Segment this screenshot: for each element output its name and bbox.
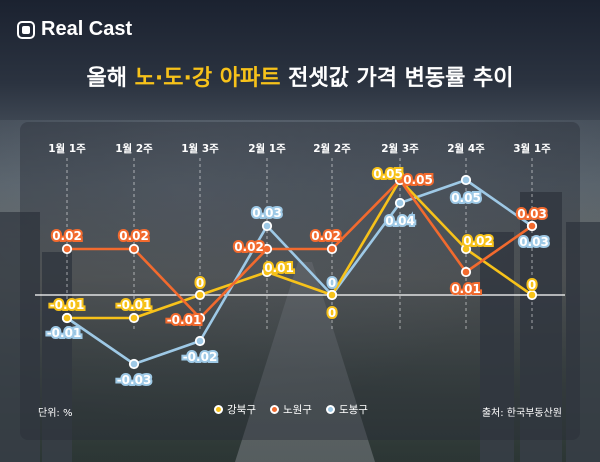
data-label: 0.03 bbox=[517, 207, 547, 221]
data-point bbox=[128, 243, 140, 255]
x-tick-label: 2월 2주 bbox=[313, 142, 351, 155]
data-label: 0 bbox=[196, 276, 204, 290]
legend-swatch bbox=[214, 405, 223, 414]
data-point bbox=[261, 220, 273, 232]
data-label: -0.03 bbox=[117, 373, 152, 387]
data-point bbox=[326, 243, 338, 255]
data-point bbox=[526, 220, 538, 232]
data-point bbox=[460, 174, 472, 186]
x-tick-label: 3월 1주 bbox=[513, 142, 551, 155]
data-label: -0.01 bbox=[47, 326, 82, 340]
series-line-노원구 bbox=[67, 178, 533, 320]
data-point bbox=[261, 266, 273, 278]
legend-item: 강북구 bbox=[214, 402, 256, 417]
background-building bbox=[0, 212, 40, 462]
data-point bbox=[194, 289, 206, 301]
data-label: 0.04 bbox=[385, 214, 415, 228]
data-point bbox=[460, 266, 472, 278]
unit-label: 단위: % bbox=[38, 408, 73, 419]
x-tick-label: 2월 1주 bbox=[248, 142, 286, 155]
x-tick-label: 2월 3주 bbox=[381, 142, 419, 155]
title-highlight: 노·도·강 아파트 bbox=[134, 66, 281, 91]
legend-swatch bbox=[325, 405, 335, 414]
data-label: 0.03 bbox=[519, 235, 549, 249]
data-label: 0.05 bbox=[373, 167, 403, 181]
data-point bbox=[394, 197, 406, 209]
background-building bbox=[566, 222, 600, 462]
data-label: -0.02 bbox=[183, 350, 218, 364]
series-line-도봉구 bbox=[66, 178, 533, 366]
background-building bbox=[520, 192, 562, 462]
data-point bbox=[394, 174, 406, 186]
data-label: 0.01 bbox=[451, 282, 481, 296]
title-suffix: 전셋값 가격 변동률 추이 bbox=[288, 66, 514, 91]
data-label: 0 bbox=[528, 278, 536, 292]
data-label: -0.01 bbox=[117, 298, 152, 312]
realcast-logo-icon bbox=[17, 20, 35, 39]
legend-item: 노원구 bbox=[269, 402, 312, 417]
data-point bbox=[61, 312, 73, 324]
data-point bbox=[194, 312, 206, 324]
legend-label: 노원구 bbox=[282, 404, 312, 416]
x-tick-label: 1월 2주 bbox=[115, 142, 153, 155]
chart-panel bbox=[20, 122, 580, 440]
data-label: 0.05 bbox=[403, 173, 433, 187]
series-line-강북구 bbox=[67, 178, 533, 320]
data-label: 0.02 bbox=[52, 229, 82, 243]
data-label: 0 bbox=[328, 276, 336, 290]
data-point bbox=[460, 243, 472, 255]
data-point bbox=[194, 335, 206, 347]
data-point bbox=[261, 243, 273, 255]
brand-logo: Real Cast bbox=[16, 18, 132, 41]
data-label: 0.02 bbox=[311, 229, 341, 243]
data-point bbox=[128, 312, 140, 324]
legend-label: 강북구 bbox=[227, 404, 256, 416]
data-label: 0 bbox=[328, 306, 336, 320]
title-prefix: 올해 bbox=[86, 66, 127, 91]
x-tick-label: 2월 4주 bbox=[447, 142, 485, 155]
brand-name: Real Cast bbox=[41, 18, 133, 40]
data-label: 0.02 bbox=[234, 240, 264, 254]
data-label: 0.02 bbox=[119, 229, 149, 243]
data-label: -0.01 bbox=[167, 313, 202, 327]
chart-legend: 강북구 노원구 도봉구 bbox=[214, 402, 368, 417]
legend-label: 도봉구 bbox=[338, 404, 368, 416]
data-label: 0.01 bbox=[264, 261, 294, 275]
data-label: 0.03 bbox=[252, 206, 282, 220]
x-tick-label: 1월 1주 bbox=[48, 142, 86, 155]
data-label: -0.01 bbox=[50, 298, 85, 312]
legend-item: 도봉구 bbox=[325, 402, 368, 417]
data-point bbox=[61, 243, 73, 255]
source-label: 출처: 한국부동산원 bbox=[481, 408, 562, 419]
data-label: 0.02 bbox=[463, 234, 493, 248]
legend-swatch bbox=[269, 405, 279, 414]
data-label: 0.05 bbox=[451, 191, 481, 205]
data-point bbox=[526, 289, 538, 301]
x-tick-label: 1월 3주 bbox=[181, 142, 219, 155]
chart-title: 올해 노·도·강 아파트 전셋값 가격 변동률 추이 bbox=[0, 60, 600, 92]
data-point bbox=[326, 289, 338, 301]
data-point bbox=[128, 358, 140, 370]
